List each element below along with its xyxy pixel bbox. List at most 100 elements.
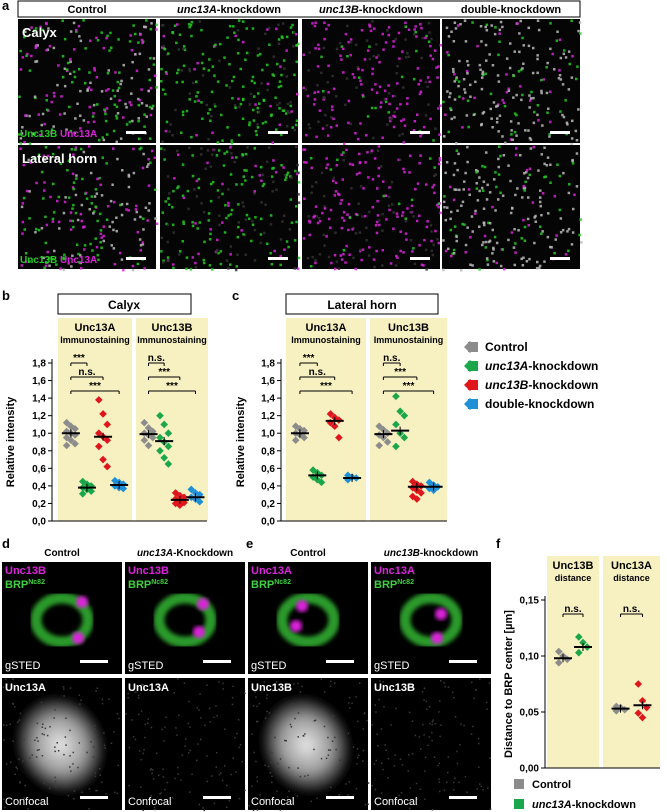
confocal-noise xyxy=(57,750,60,752)
micrograph-puncta xyxy=(227,267,230,270)
micrograph-puncta xyxy=(100,246,103,249)
micrograph-puncta xyxy=(45,21,48,25)
micrograph-puncta xyxy=(291,23,294,27)
micrograph-puncta xyxy=(368,25,372,28)
panel-letter-c: c xyxy=(232,288,239,303)
confocal-noise xyxy=(198,803,201,806)
micrograph-puncta xyxy=(579,218,582,221)
micrograph-puncta xyxy=(467,63,470,67)
micrograph-puncta xyxy=(482,180,486,183)
data-point xyxy=(103,462,112,471)
confocal-noise xyxy=(69,729,71,732)
micrograph-puncta xyxy=(329,208,333,212)
micrograph-puncta xyxy=(539,225,542,228)
micrograph-puncta xyxy=(327,134,330,137)
confocal-noise xyxy=(183,682,186,684)
micrograph-puncta xyxy=(104,112,107,116)
micrograph-puncta xyxy=(202,258,205,262)
micrograph-puncta xyxy=(242,175,245,178)
micrograph-puncta xyxy=(409,238,413,242)
confocal-noise xyxy=(232,685,234,688)
micrograph-puncta xyxy=(392,114,395,118)
micrograph-puncta xyxy=(303,148,307,151)
confocal-noise xyxy=(49,726,51,728)
micrograph-puncta xyxy=(548,135,551,138)
micrograph-puncta xyxy=(210,115,213,118)
micrograph-puncta xyxy=(416,113,419,116)
confocal-noise xyxy=(177,766,179,769)
micrograph-puncta xyxy=(73,75,77,79)
micrograph-puncta xyxy=(208,264,212,267)
micrograph-puncta xyxy=(185,109,189,113)
micrograph-puncta xyxy=(370,149,374,152)
micrograph-puncta xyxy=(237,38,240,42)
confocal-noise xyxy=(12,740,14,742)
data-point xyxy=(187,485,196,494)
micrograph-puncta xyxy=(278,80,282,83)
micrograph-puncta xyxy=(532,46,535,50)
micrograph-puncta xyxy=(245,51,249,55)
confocal-noise xyxy=(334,736,336,739)
confocal-noise xyxy=(439,790,441,793)
micrograph-puncta xyxy=(481,72,484,76)
confocal-noise xyxy=(294,717,296,720)
micrograph-puncta xyxy=(44,215,47,219)
micrograph-puncta xyxy=(253,192,256,195)
micrograph-puncta xyxy=(538,264,542,268)
micrograph-puncta xyxy=(575,185,579,188)
micrograph-puncta xyxy=(285,176,288,179)
micrograph-1-2 xyxy=(302,145,442,271)
micrograph-puncta xyxy=(34,44,38,47)
micrograph-puncta xyxy=(568,183,571,186)
scale-bar xyxy=(550,257,570,260)
micrograph-puncta xyxy=(211,131,214,134)
micrograph-puncta xyxy=(233,160,236,164)
micrograph-puncta xyxy=(365,134,368,137)
confocal-noise xyxy=(95,789,97,792)
confocal-noise xyxy=(244,692,246,695)
micrograph-puncta xyxy=(513,50,516,53)
micrograph-puncta xyxy=(310,265,313,268)
micrograph-puncta xyxy=(352,256,355,260)
micrograph-puncta xyxy=(497,165,500,169)
micrograph-puncta xyxy=(545,66,548,69)
micrograph-puncta xyxy=(52,46,56,50)
confocal-noise xyxy=(213,716,215,719)
micrograph-puncta xyxy=(392,211,395,214)
micrograph-puncta xyxy=(45,223,49,227)
confocal-noise xyxy=(272,684,275,686)
sig-label: *** xyxy=(320,381,332,392)
confocal-noise xyxy=(231,696,234,699)
micrograph-puncta xyxy=(404,217,407,220)
micrograph-puncta xyxy=(570,19,573,22)
micrograph-puncta xyxy=(474,80,477,84)
confocal-noise xyxy=(104,747,106,749)
micrograph-puncta xyxy=(333,194,337,197)
confocal-noise xyxy=(314,719,317,721)
y-tick-label: 1,0 xyxy=(261,429,275,440)
micrograph-puncta xyxy=(213,74,216,77)
micrograph-puncta xyxy=(145,19,148,22)
micrograph-puncta xyxy=(311,185,314,188)
micrograph-puncta xyxy=(325,166,328,170)
micrograph-puncta xyxy=(473,96,476,100)
micrograph-puncta xyxy=(381,212,384,216)
micrograph-puncta xyxy=(485,59,488,62)
confocal-noise xyxy=(347,794,349,796)
micrograph-puncta xyxy=(349,53,352,57)
confocal-noise xyxy=(237,719,240,721)
micrograph-puncta xyxy=(72,203,75,207)
micrograph-puncta xyxy=(414,30,417,34)
micrograph-puncta xyxy=(364,214,367,218)
micrograph-puncta xyxy=(539,204,542,208)
micrograph-puncta xyxy=(491,126,494,129)
micrograph-puncta xyxy=(424,248,428,252)
micrograph-puncta xyxy=(387,92,391,95)
micrograph-puncta xyxy=(455,149,459,152)
micrograph-puncta xyxy=(94,205,97,208)
micrograph-puncta xyxy=(362,187,365,190)
micrograph-puncta xyxy=(233,31,236,34)
micrograph-puncta xyxy=(451,252,454,255)
confocal-noise xyxy=(196,707,198,709)
sted-channel-2: BRPNc82 xyxy=(5,579,45,591)
